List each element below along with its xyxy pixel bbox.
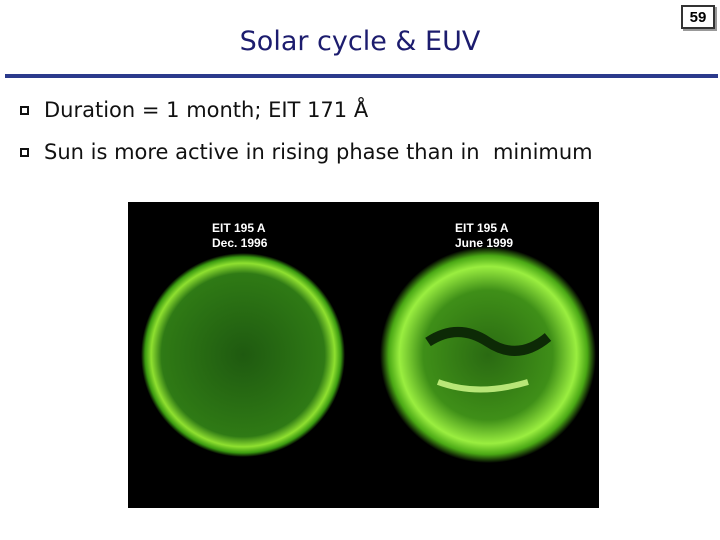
coronal-hole (425, 327, 552, 356)
title-rule (5, 74, 718, 78)
panel-instrument: EIT 195 A (212, 221, 266, 235)
bullet-text: Sun is more active in rising phase than … (44, 140, 593, 164)
bullet-marker (20, 106, 29, 115)
active-region (436, 379, 529, 393)
panel-date: Dec. 1996 (212, 236, 268, 250)
panel-instrument: EIT 195 A (455, 221, 509, 235)
panel-date: June 1999 (455, 236, 513, 250)
page-number: 59 (681, 5, 715, 29)
bullet-text: Duration = 1 month; EIT 171 Å (44, 98, 369, 122)
bullet-marker (20, 148, 29, 157)
sun-disk (141, 253, 345, 457)
sun-disk (380, 247, 596, 463)
sun-image: EIT 195 A Dec. 1996 EIT 195 A June 1999 (128, 202, 599, 508)
slide-title: Solar cycle & EUV (239, 26, 481, 57)
